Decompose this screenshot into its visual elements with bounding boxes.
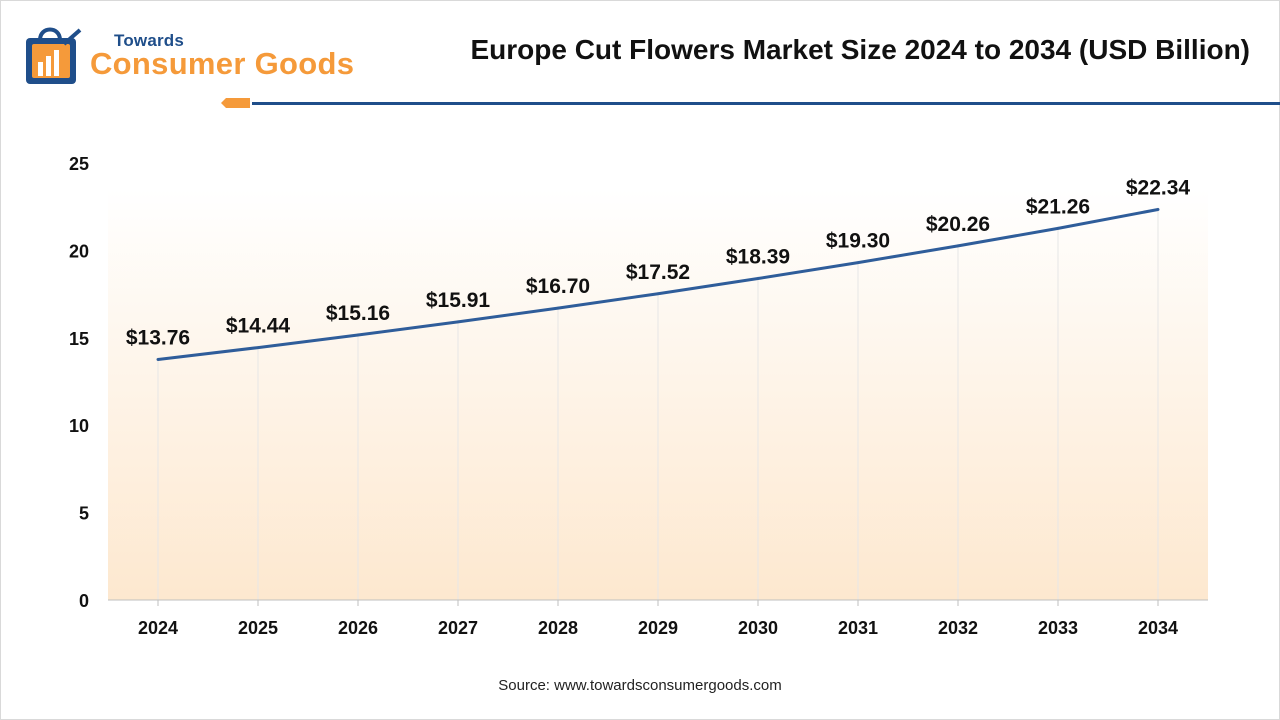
data-label-2034: $22.34 [1126, 176, 1191, 199]
data-label-2033: $21.26 [1026, 195, 1090, 218]
y-tick-label-10: 10 [69, 416, 89, 436]
y-tick-label-25: 25 [69, 154, 89, 174]
y-tick-label-15: 15 [69, 329, 89, 349]
y-tick-label-0: 0 [79, 591, 89, 611]
x-tick-label-2030: 2030 [738, 618, 778, 638]
x-tick-label-2024: 2024 [138, 618, 178, 638]
brand-main-text: Consumer Goods [90, 46, 355, 81]
x-tick-label-2026: 2026 [338, 618, 378, 638]
title-divider [221, 98, 1280, 108]
y-tick-label-5: 5 [79, 504, 89, 524]
data-label-2028: $16.70 [526, 275, 590, 298]
x-tick-label-2028: 2028 [538, 618, 578, 638]
x-tick-label-2033: 2033 [1038, 618, 1078, 638]
x-tick-label-2029: 2029 [638, 618, 678, 638]
data-label-2026: $15.16 [326, 302, 390, 325]
source-note: Source: www.towardsconsumergoods.com [498, 677, 782, 694]
data-label-2024: $13.76 [126, 326, 190, 349]
data-label-2030: $18.39 [726, 246, 790, 269]
chart-title: Europe Cut Flowers Market Size 2024 to 2… [470, 34, 1250, 65]
y-tick-label-20: 20 [69, 241, 89, 261]
x-tick-label-2031: 2031 [838, 618, 878, 638]
shopping-bag-icon [26, 27, 82, 84]
data-label-2031: $19.30 [826, 230, 890, 253]
data-label-2027: $15.91 [426, 289, 491, 312]
brand-logo: Towards Consumer Goods [20, 22, 365, 86]
data-label-2029: $17.52 [626, 261, 690, 284]
x-tick-label-2032: 2032 [938, 618, 978, 638]
x-tick-label-2027: 2027 [438, 618, 478, 638]
data-label-2025: $14.44 [226, 315, 291, 338]
data-label-2032: $20.26 [926, 213, 990, 236]
x-tick-label-2034: 2034 [1138, 618, 1178, 638]
brand-top-text: Towards [114, 31, 185, 50]
x-tick-label-2025: 2025 [238, 618, 278, 638]
